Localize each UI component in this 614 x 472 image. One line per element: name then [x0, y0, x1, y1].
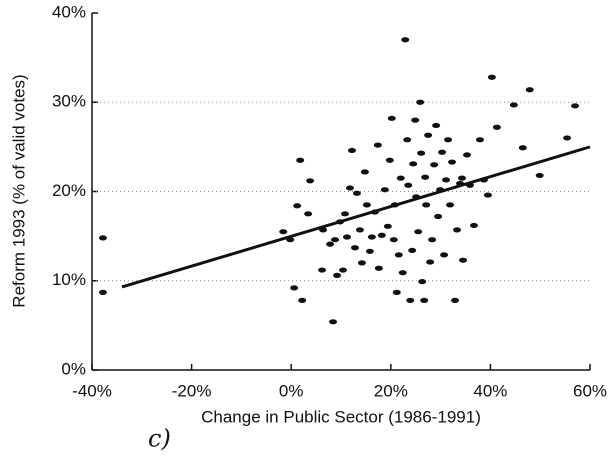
y-axis-label: Reform 1993 (% of valid votes) — [9, 74, 28, 307]
x-tick-label: 20% — [374, 381, 408, 400]
point — [408, 247, 417, 254]
point — [290, 285, 299, 291]
point — [387, 115, 396, 121]
point — [451, 297, 460, 303]
y-tick-label: 40% — [52, 2, 86, 21]
point — [329, 319, 338, 325]
y-tick-label: 10% — [52, 270, 86, 289]
point — [438, 149, 447, 155]
point — [398, 270, 407, 276]
point — [483, 192, 492, 198]
point — [374, 265, 383, 271]
point — [357, 260, 366, 266]
point — [350, 245, 359, 251]
trend-line — [121, 145, 591, 289]
point — [418, 279, 427, 285]
point — [347, 147, 356, 154]
x-tick-label: 40% — [473, 381, 507, 400]
point — [98, 235, 107, 241]
point — [365, 248, 374, 254]
point — [406, 297, 415, 303]
point — [411, 117, 420, 123]
point — [424, 132, 433, 138]
point — [475, 137, 484, 143]
point — [525, 87, 534, 93]
point — [279, 229, 288, 235]
y-tick-label: 30% — [52, 92, 86, 111]
point — [459, 257, 468, 263]
point — [458, 175, 467, 181]
point — [518, 145, 527, 151]
point — [306, 178, 315, 184]
point — [462, 152, 471, 158]
point — [535, 172, 544, 179]
point — [414, 229, 423, 235]
point — [360, 169, 369, 175]
point — [373, 142, 382, 148]
point — [296, 157, 305, 163]
point — [430, 162, 439, 168]
point — [403, 137, 412, 143]
point — [420, 297, 429, 303]
point — [417, 150, 426, 156]
x-tick-label: -40% — [72, 381, 112, 400]
point — [377, 232, 386, 238]
point — [342, 234, 351, 240]
point — [563, 135, 572, 141]
point — [509, 102, 518, 108]
point — [421, 174, 430, 180]
y-tick-label: 0% — [61, 359, 86, 378]
point — [340, 211, 349, 217]
point — [304, 211, 313, 217]
point — [409, 161, 418, 167]
panel-label: c) — [148, 425, 171, 453]
y-tick-label: 20% — [52, 181, 86, 200]
point — [446, 202, 455, 208]
point — [394, 252, 403, 258]
point — [326, 241, 335, 247]
point — [444, 137, 453, 143]
point — [428, 237, 437, 243]
point — [333, 272, 342, 278]
point — [432, 122, 441, 129]
point — [331, 237, 340, 243]
point — [426, 259, 435, 265]
point — [352, 190, 361, 196]
point — [416, 99, 425, 105]
x-axis-label: Change in Public Sector (1986-1991) — [201, 407, 481, 426]
point — [383, 223, 392, 229]
point — [422, 202, 431, 208]
point — [401, 37, 410, 43]
x-tick-label: 0% — [279, 381, 304, 400]
point — [389, 237, 398, 243]
point — [385, 157, 394, 163]
point — [380, 187, 389, 193]
point — [492, 124, 501, 130]
point — [396, 175, 405, 181]
point — [367, 234, 376, 240]
point — [571, 103, 580, 109]
point — [345, 185, 354, 191]
point — [442, 177, 451, 183]
point — [98, 289, 107, 295]
point — [448, 159, 457, 165]
point — [404, 182, 413, 188]
point — [355, 227, 364, 233]
point — [440, 252, 449, 258]
point — [392, 289, 401, 295]
point — [293, 203, 302, 209]
point — [453, 227, 462, 233]
point — [362, 202, 371, 208]
point — [469, 222, 478, 229]
point — [318, 267, 327, 273]
point — [487, 74, 496, 80]
x-tick-label: -20% — [172, 381, 212, 400]
point — [338, 267, 347, 273]
point — [434, 213, 443, 220]
point — [298, 297, 307, 303]
x-tick-label: 60% — [573, 381, 607, 400]
